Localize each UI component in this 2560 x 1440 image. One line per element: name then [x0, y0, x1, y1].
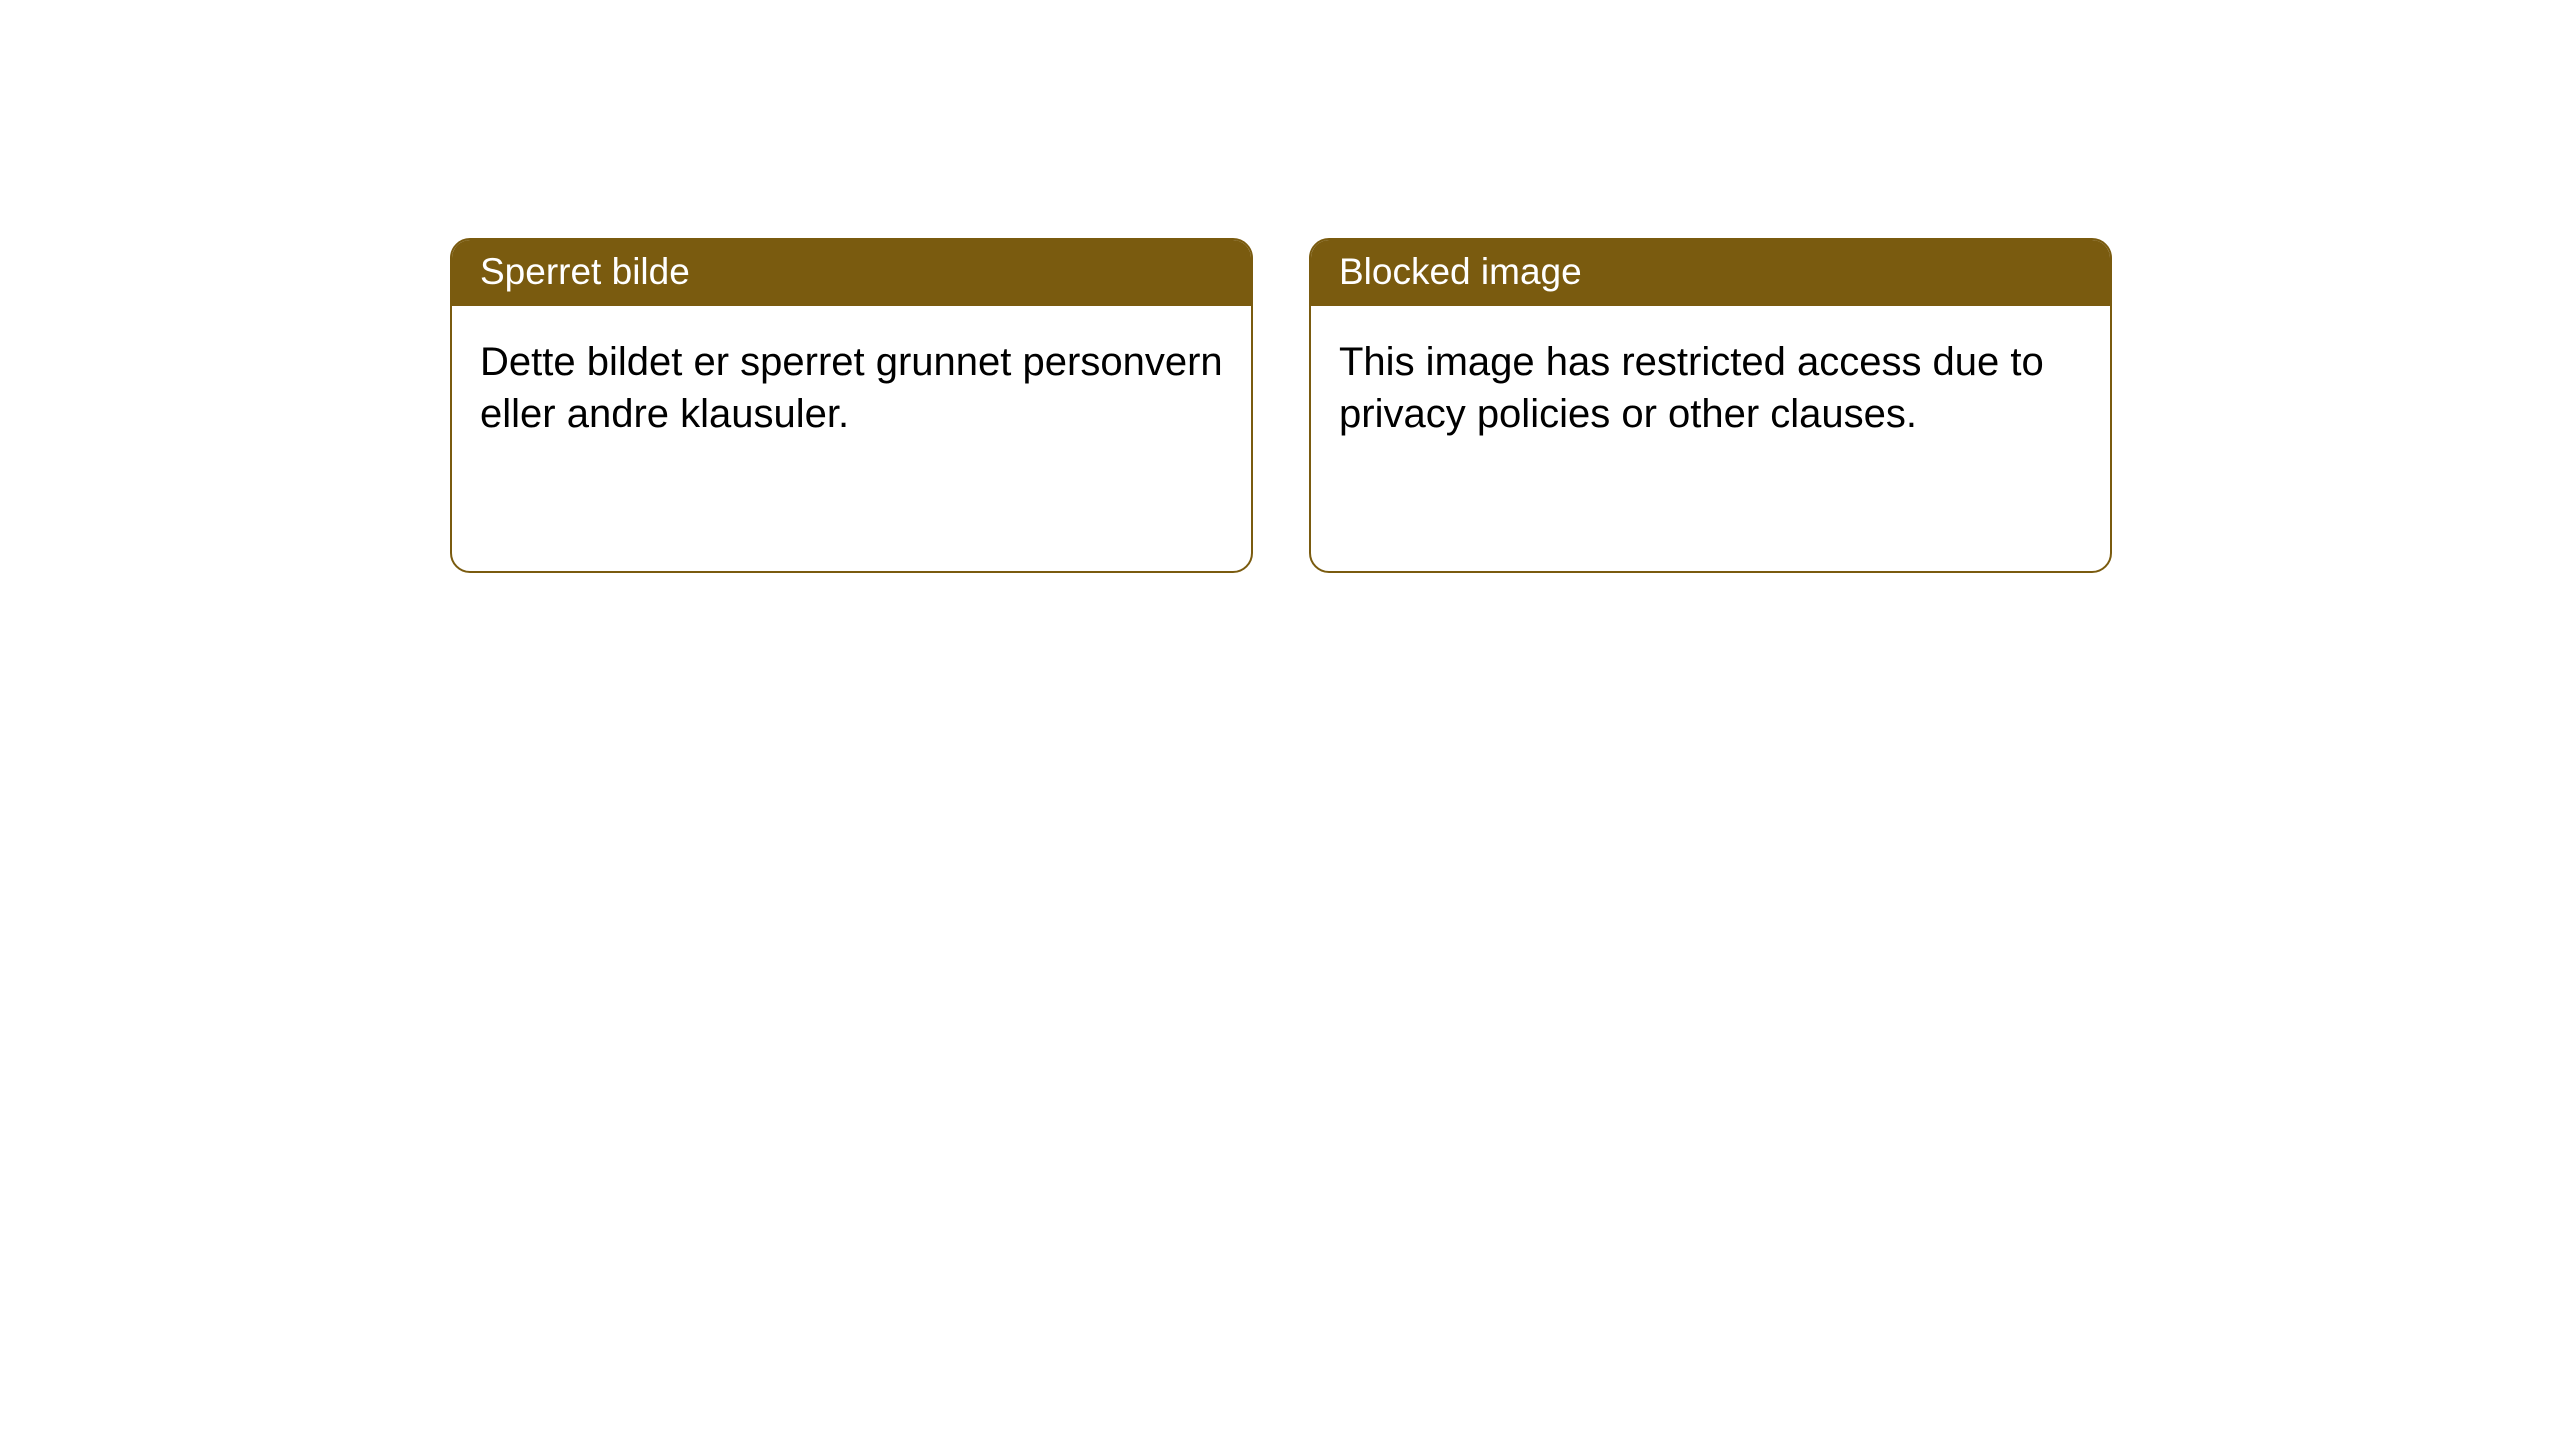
notice-body-no: Dette bildet er sperret grunnet personve… — [452, 306, 1251, 440]
notice-card-no: Sperret bilde Dette bildet er sperret gr… — [450, 238, 1253, 573]
notice-header-en: Blocked image — [1311, 240, 2110, 306]
notice-card-en: Blocked image This image has restricted … — [1309, 238, 2112, 573]
notice-header-no: Sperret bilde — [452, 240, 1251, 306]
notice-container: Sperret bilde Dette bildet er sperret gr… — [0, 0, 2560, 573]
notice-body-en: This image has restricted access due to … — [1311, 306, 2110, 440]
